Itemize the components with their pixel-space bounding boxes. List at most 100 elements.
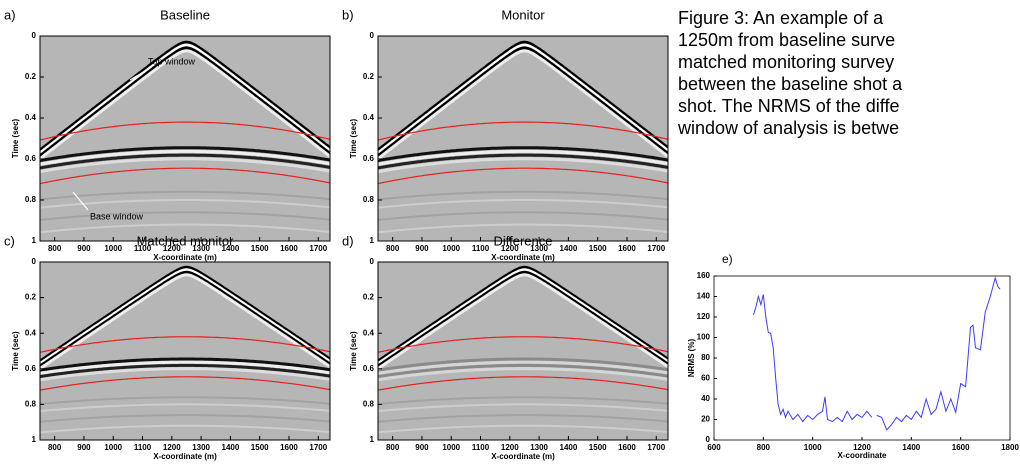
y-tick-label: 0.2 <box>363 72 375 81</box>
event <box>378 273 668 371</box>
y-tick-label: 120 <box>697 312 711 321</box>
x-tick-label: 900 <box>77 244 91 253</box>
x-tick-label: 800 <box>48 244 62 253</box>
event <box>40 223 330 234</box>
event <box>40 153 330 170</box>
x-tick-label: 1500 <box>251 244 269 253</box>
panel-label: c) <box>4 233 15 248</box>
event <box>40 367 330 382</box>
x-tick-label: 1500 <box>251 443 269 452</box>
event <box>378 414 668 423</box>
event <box>378 146 668 163</box>
x-tick-label: 1500 <box>589 244 607 253</box>
event <box>378 199 668 209</box>
x-axis-label: X-coordinate <box>838 451 887 460</box>
x-tick-label: 1000 <box>104 443 122 452</box>
y-tick-label: 20 <box>701 415 710 424</box>
x-axis-label: X-coordinate (m) <box>491 452 555 461</box>
x-tick-label: 1300 <box>192 443 210 452</box>
y-tick-label: 1 <box>370 435 375 444</box>
y-tick-label: 0.6 <box>25 154 37 163</box>
x-tick-label: 1100 <box>472 244 490 253</box>
event <box>378 396 668 406</box>
event <box>378 367 668 382</box>
event <box>40 363 330 379</box>
x-tick-label: 1700 <box>309 443 327 452</box>
caption-line: between the baseline shot a <box>678 74 903 94</box>
panel-label: a) <box>4 7 16 22</box>
y-tick-label: 0 <box>32 31 37 40</box>
x-tick-label: 1600 <box>280 244 298 253</box>
event <box>40 190 330 201</box>
event <box>40 336 330 353</box>
y-tick-label: 60 <box>701 374 710 383</box>
event <box>378 268 668 366</box>
x-tick-label: 1500 <box>589 443 607 452</box>
y-tick-label: 0.8 <box>25 195 37 204</box>
annotation-arrow <box>72 191 89 211</box>
x-tick-label: 800 <box>757 443 771 452</box>
event <box>40 146 330 163</box>
y-tick-label: 0 <box>370 31 375 40</box>
y-tick-label: 0.8 <box>25 400 37 409</box>
event <box>40 49 330 161</box>
x-axis-label: X-coordinate (m) <box>153 253 217 262</box>
seismic-image <box>378 262 668 440</box>
panel-label: b) <box>342 7 354 22</box>
x-tick-label: 1000 <box>442 244 460 253</box>
x-tick-label: 1300 <box>530 244 548 253</box>
event <box>378 149 668 166</box>
y-tick-label: 0.2 <box>363 293 375 302</box>
caption-line: matched monitoring survey <box>678 52 894 72</box>
event <box>40 376 330 391</box>
x-tick-label: 1600 <box>952 443 970 452</box>
y-tick-label: 0.4 <box>363 113 375 122</box>
event <box>378 376 668 391</box>
event <box>40 268 330 366</box>
x-tick-label: 1000 <box>104 244 122 253</box>
event <box>40 265 330 363</box>
y-axis-label: Time (sec) <box>349 331 358 371</box>
event <box>378 336 668 353</box>
y-tick-label: 0.4 <box>25 328 37 337</box>
y-tick-label: 40 <box>701 394 710 403</box>
x-tick-label: 1400 <box>902 443 920 452</box>
annotation-arrow <box>129 67 151 81</box>
x-tick-label: 1100 <box>472 443 490 452</box>
event <box>40 403 330 413</box>
event <box>378 270 668 368</box>
x-tick-label: 1600 <box>618 244 636 253</box>
x-tick-label: 1200 <box>501 244 519 253</box>
plot-frame <box>39 261 331 441</box>
plot-frame <box>377 35 669 242</box>
x-tick-label: 1400 <box>222 443 240 452</box>
y-tick-label: 0.2 <box>25 72 37 81</box>
event <box>378 357 668 372</box>
y-tick-label: 140 <box>697 292 711 301</box>
event <box>378 121 668 141</box>
event <box>378 153 668 170</box>
event <box>378 46 668 158</box>
panel-title: Monitor <box>501 7 545 22</box>
panel-title: Baseline <box>160 7 210 22</box>
x-tick-label: 1200 <box>163 244 181 253</box>
event <box>40 46 330 158</box>
background <box>378 36 668 241</box>
x-tick-label: 1200 <box>853 443 871 452</box>
background <box>40 262 330 440</box>
event <box>40 121 330 141</box>
seismic-image <box>378 36 668 241</box>
x-tick-label: 1300 <box>530 443 548 452</box>
event <box>378 167 668 185</box>
chart-label: e) <box>722 252 733 266</box>
background <box>40 36 330 241</box>
x-tick-label: 1200 <box>501 443 519 452</box>
y-tick-label: 0.6 <box>363 154 375 163</box>
event <box>40 360 330 375</box>
y-tick-label: 0.8 <box>363 195 375 204</box>
plot-frame <box>39 35 331 242</box>
event <box>378 223 668 234</box>
event <box>40 357 330 372</box>
x-axis-label: X-coordinate (m) <box>153 452 217 461</box>
event <box>378 363 668 379</box>
